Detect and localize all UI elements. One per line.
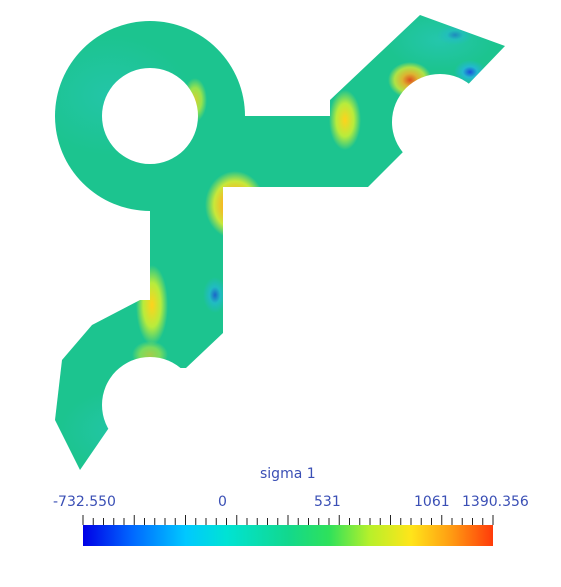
colorbar <box>82 515 494 546</box>
legend-tick-label-0: 0 <box>218 494 227 510</box>
legend-tick-label-531: 531 <box>314 494 341 510</box>
legend-tick-label-1061: 1061 <box>414 494 450 510</box>
legend-min-label: -732.550 <box>53 494 116 510</box>
legend-max-label: 1390.356 <box>462 494 529 510</box>
legend-title: sigma 1 <box>260 466 316 482</box>
colorbar-gradient <box>83 525 493 546</box>
colorbar-ticks <box>82 515 494 525</box>
